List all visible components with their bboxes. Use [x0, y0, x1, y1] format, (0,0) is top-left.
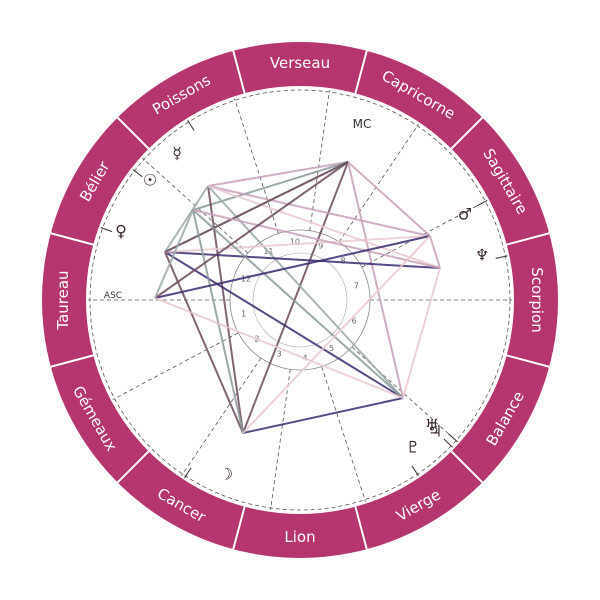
sign-divider	[354, 506, 368, 550]
aspect-line	[192, 209, 404, 399]
planet-tick	[443, 438, 453, 448]
sign-divider	[50, 232, 94, 246]
neptune-icon: ♆	[475, 246, 489, 265]
house-number: 10	[290, 238, 300, 247]
sign-label: Verseau	[270, 54, 330, 72]
house-number: 6	[352, 316, 357, 325]
moon-icon: ☽	[219, 465, 233, 484]
house-number: 1	[241, 310, 246, 319]
planet-tick	[411, 465, 419, 477]
asc-label: ASC	[104, 291, 122, 301]
aspect-line	[242, 161, 349, 434]
sign-divider	[506, 232, 550, 246]
chart-face	[86, 86, 514, 514]
mercury-icon: ☿	[172, 144, 182, 163]
house-cusp-line	[309, 90, 330, 231]
house-cusp-line	[338, 124, 419, 243]
jupiter-icon: ♃	[428, 422, 442, 441]
sign-divider	[450, 116, 484, 150]
sign-divider	[450, 450, 484, 484]
aspect-line	[192, 161, 349, 211]
sign-divider	[116, 116, 150, 150]
planet-tick	[100, 227, 113, 233]
sign-dividers	[50, 50, 550, 550]
aspect-line	[164, 251, 404, 399]
aspect-line	[164, 185, 209, 253]
sign-label: Taureau	[54, 270, 72, 330]
planet-tick	[448, 433, 458, 443]
aspect-line	[207, 185, 431, 237]
aspect-line	[429, 235, 441, 269]
aspect-line	[154, 235, 431, 299]
sign-divider	[506, 354, 550, 368]
aspect-line	[347, 161, 431, 237]
sign-label: Scorpion	[528, 267, 546, 333]
sign-divider	[354, 50, 368, 94]
angle-labels: MC ASC	[104, 117, 371, 301]
sign-divider	[116, 450, 150, 484]
aspect-line	[347, 161, 404, 399]
mc-label: MC	[353, 117, 372, 131]
house-cusp-line	[270, 369, 291, 510]
house-cusp-line	[234, 98, 279, 234]
venus-icon: ♀	[115, 222, 127, 241]
house-number: 12	[241, 275, 251, 284]
uranus-icon: ♅	[425, 416, 439, 435]
house-number: 7	[354, 281, 359, 290]
aspect-line	[207, 161, 349, 187]
house-cusp-line	[112, 332, 239, 400]
house-cusps	[88, 90, 512, 510]
house-number: 8	[341, 257, 346, 266]
aspect-lines	[154, 161, 441, 434]
house-cusp-line	[321, 366, 366, 502]
aspect-line	[192, 209, 441, 269]
sun-icon: ☉	[143, 171, 157, 190]
sign-label: Lion	[284, 528, 315, 546]
house-number: 5	[329, 344, 334, 353]
house-number: 3	[277, 350, 282, 359]
aspect-line	[164, 251, 441, 269]
aspect-line	[402, 267, 441, 399]
aspect-line	[154, 161, 349, 299]
planet-tick	[184, 467, 192, 479]
sign-divider	[232, 506, 246, 550]
aspect-line	[154, 209, 194, 299]
house-number: 9	[318, 241, 323, 250]
planet-tick	[476, 200, 488, 207]
aspect-line	[154, 297, 404, 399]
planet-tick	[187, 119, 195, 131]
house-ring-inner	[252, 252, 348, 348]
aspect-line	[242, 397, 404, 434]
aspect-line	[164, 235, 431, 253]
planet-tick	[132, 169, 143, 178]
house-cusp-line	[181, 357, 262, 476]
sign-divider	[232, 50, 246, 94]
planet-glyphs: ☿ ☉ ♀ ♂ ♆ ♅♃ ♇ ☽	[100, 119, 508, 484]
aspect-line	[242, 235, 431, 434]
aspect-line	[192, 209, 244, 434]
aspect-line	[164, 161, 349, 253]
planet-tick	[495, 255, 508, 259]
sign-divider	[50, 354, 94, 368]
aspect-line	[207, 185, 441, 269]
mars-icon: ♂	[458, 205, 472, 224]
pluto-icon: ♇	[406, 438, 420, 457]
